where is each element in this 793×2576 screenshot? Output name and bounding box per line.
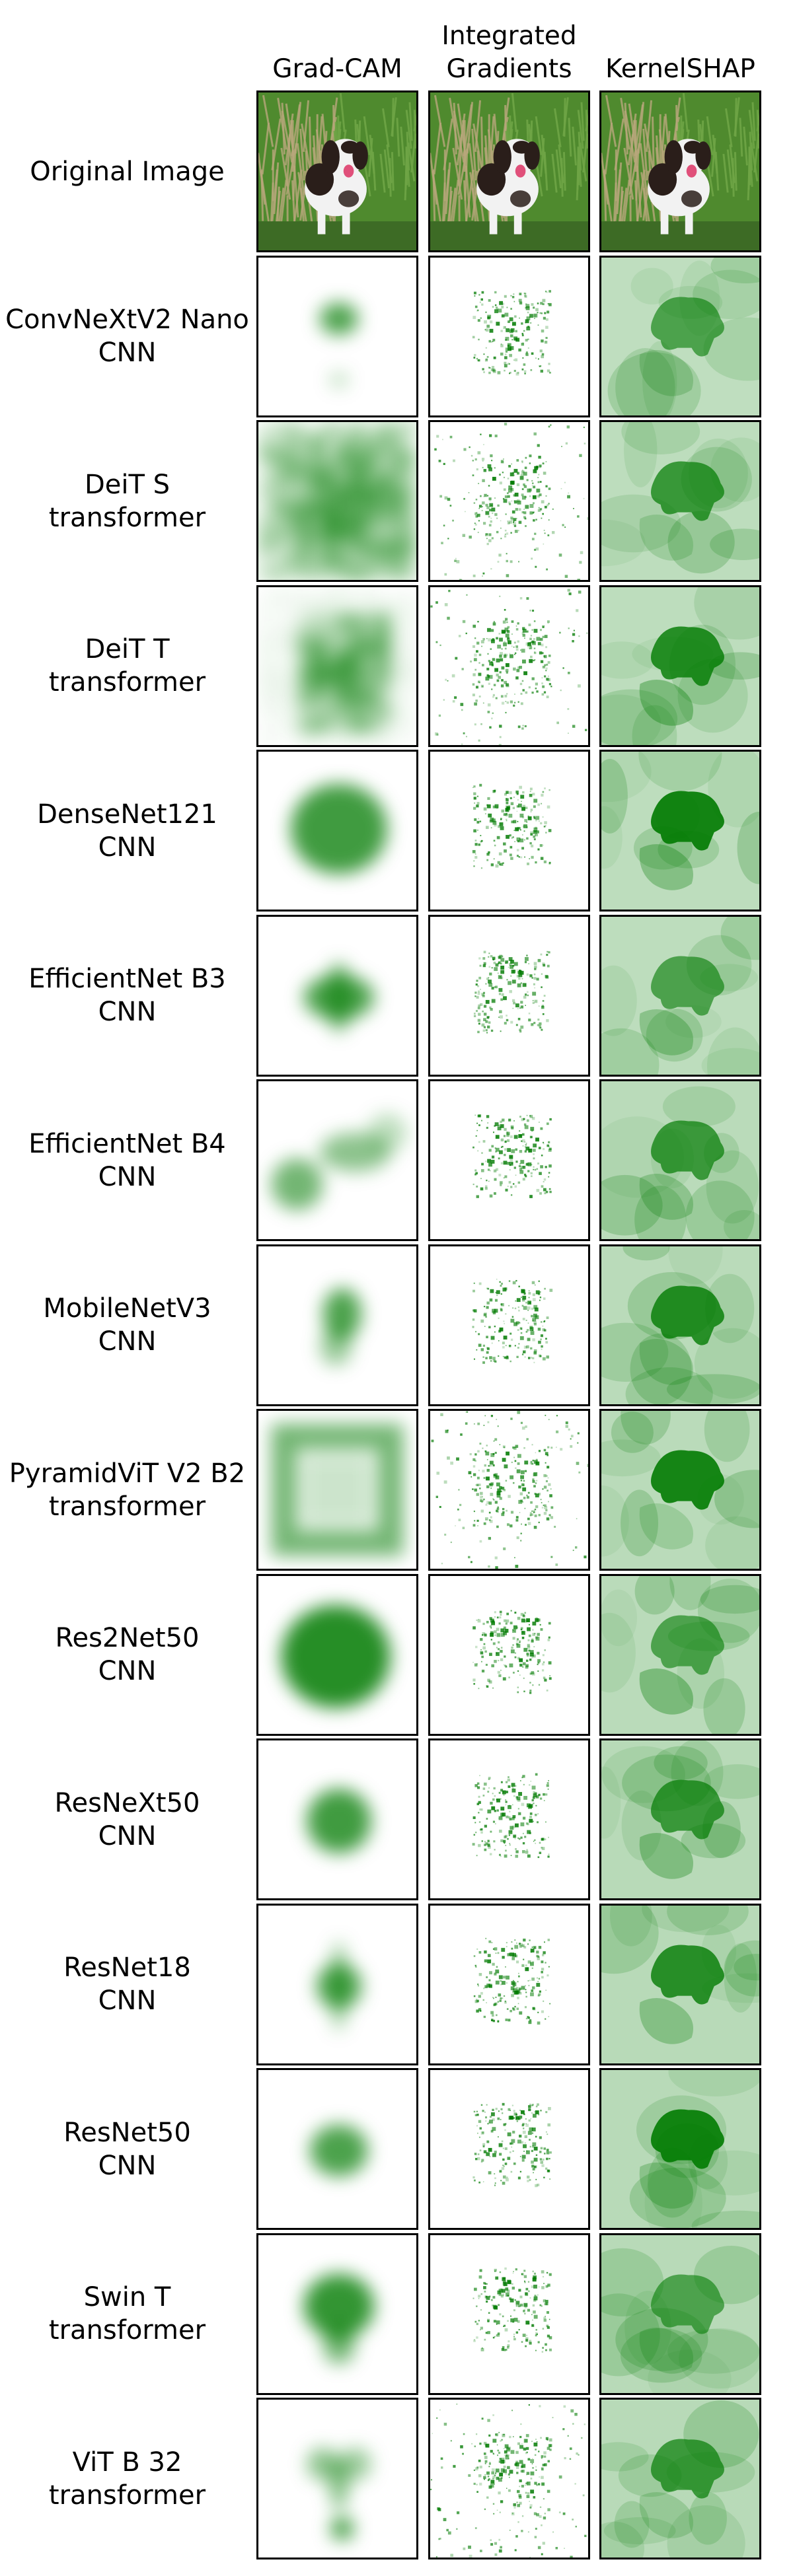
model-family: CNN bbox=[98, 1986, 157, 2016]
row-label: MobileNetV3 CNN bbox=[0, 1244, 254, 1406]
model-name: ViT B 32 bbox=[72, 2447, 182, 2478]
row-label: ViT B 32 transformer bbox=[0, 2398, 254, 2559]
model-name: Swin T bbox=[83, 2282, 171, 2312]
model-family: CNN bbox=[98, 1656, 157, 1686]
kernelshap-map bbox=[599, 1244, 761, 1406]
row-label: EfficientNet B3 CNN bbox=[0, 915, 254, 1077]
integrated-gradients-map bbox=[428, 1738, 590, 1900]
model-name: ResNeXt50 bbox=[54, 1787, 200, 1818]
model-name: DeiT T bbox=[85, 634, 170, 664]
integrated-gradients-map bbox=[428, 255, 590, 417]
gradcam-map bbox=[256, 2068, 418, 2230]
kernelshap-map bbox=[599, 914, 761, 1077]
integrated-gradients-map bbox=[428, 2398, 590, 2559]
gradcam-map bbox=[256, 1244, 418, 1406]
model-name: MobileNetV3 bbox=[43, 1293, 211, 1324]
gradcam-map bbox=[256, 750, 418, 912]
gradcam-map bbox=[256, 1738, 418, 1900]
model-family: transformer bbox=[48, 502, 206, 533]
original-image bbox=[599, 90, 761, 252]
kernelshap-map bbox=[599, 2398, 761, 2559]
integrated-gradients-map bbox=[428, 1244, 590, 1406]
integrated-gradients-map bbox=[428, 2233, 590, 2395]
kernelshap-map bbox=[599, 420, 761, 582]
kernelshap-map bbox=[599, 750, 761, 912]
model-name: Res2Net50 bbox=[55, 1623, 200, 1653]
kernelshap-map bbox=[599, 255, 761, 417]
column-header: KernelSHAP bbox=[605, 54, 755, 84]
gradcam-map bbox=[256, 1903, 418, 2065]
kernelshap-map bbox=[599, 1738, 761, 1900]
row-label: EfficientNet B4 CNN bbox=[0, 1079, 254, 1241]
model-name: PyramidViT V2 B2 bbox=[9, 1458, 246, 1489]
model-name: EfficientNet B3 bbox=[28, 964, 226, 994]
model-family: CNN bbox=[98, 997, 157, 1027]
kernelshap-map bbox=[599, 1079, 761, 1241]
integrated-gradients-map bbox=[428, 1079, 590, 1241]
integrated-gradients-map bbox=[428, 2068, 590, 2230]
kernelshap-map bbox=[599, 1409, 761, 1571]
model-name: Original Image bbox=[30, 156, 225, 187]
original-image bbox=[428, 90, 590, 252]
model-family: transformer bbox=[48, 2315, 206, 2345]
row-label: DenseNet121 CNN bbox=[0, 750, 254, 912]
gradcam-map bbox=[256, 255, 418, 417]
row-label: Original Image bbox=[0, 90, 254, 252]
integrated-gradients-map bbox=[428, 1903, 590, 2065]
gradcam-map bbox=[256, 1573, 418, 1736]
row-label: Res2Net50 CNN bbox=[0, 1574, 254, 1736]
column-header: Integrated Gradients bbox=[441, 21, 577, 84]
gradcam-map bbox=[256, 914, 418, 1077]
gradcam-map bbox=[256, 2398, 418, 2559]
kernelshap-map bbox=[599, 1573, 761, 1736]
model-name: DenseNet121 bbox=[37, 799, 217, 830]
row-label: ResNeXt50 CNN bbox=[0, 1738, 254, 1900]
column-header: Grad-CAM bbox=[272, 54, 402, 84]
kernelshap-map bbox=[599, 1903, 761, 2065]
model-family: CNN bbox=[98, 338, 157, 368]
model-family: CNN bbox=[98, 832, 157, 863]
kernelshap-map bbox=[599, 585, 761, 747]
model-name: ResNet18 bbox=[63, 1952, 191, 1983]
model-family: CNN bbox=[98, 2150, 157, 2181]
model-family: transformer bbox=[48, 1491, 206, 1522]
model-name: ConvNeXtV2 Nano bbox=[5, 304, 249, 335]
row-label: ResNet18 CNN bbox=[0, 1904, 254, 2065]
kernelshap-map bbox=[599, 2233, 761, 2395]
integrated-gradients-map bbox=[428, 420, 590, 582]
integrated-gradients-map bbox=[428, 1409, 590, 1571]
gradcam-map bbox=[256, 2233, 418, 2395]
gradcam-map bbox=[256, 420, 418, 582]
gradcam-map bbox=[256, 585, 418, 747]
model-family: CNN bbox=[98, 1326, 157, 1357]
row-label: PyramidViT V2 B2 transformer bbox=[0, 1409, 254, 1571]
original-image bbox=[256, 90, 418, 252]
model-family: transformer bbox=[48, 667, 206, 698]
kernelshap-map bbox=[599, 2068, 761, 2230]
model-name: EfficientNet B4 bbox=[28, 1128, 226, 1159]
model-name: ResNet50 bbox=[63, 2117, 191, 2148]
row-label: ResNet50 CNN bbox=[0, 2068, 254, 2230]
model-family: CNN bbox=[98, 1161, 157, 1192]
gradcam-map bbox=[256, 1409, 418, 1571]
gradcam-map bbox=[256, 1079, 418, 1241]
model-family: CNN bbox=[98, 1820, 157, 1851]
model-family: transformer bbox=[48, 2480, 206, 2511]
integrated-gradients-map bbox=[428, 750, 590, 912]
integrated-gradients-map bbox=[428, 914, 590, 1077]
integrated-gradients-map bbox=[428, 1573, 590, 1736]
row-label: ConvNeXtV2 Nano CNN bbox=[0, 256, 254, 417]
integrated-gradients-map bbox=[428, 585, 590, 747]
model-name: DeiT S bbox=[84, 469, 170, 500]
